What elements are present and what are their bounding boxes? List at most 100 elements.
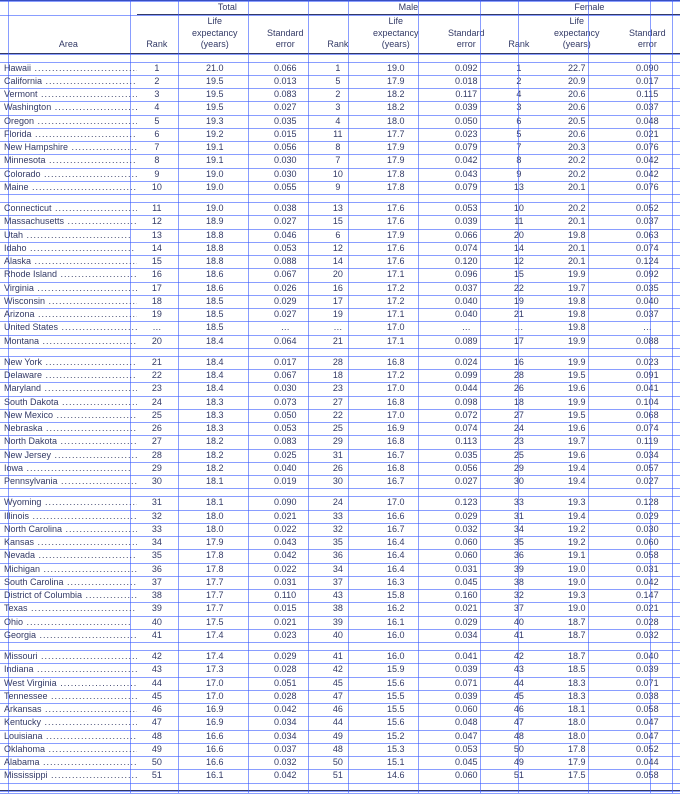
cell-area: Arkansas ..............................	[0, 703, 137, 716]
cell-area: South Dakota ...........................…	[0, 396, 137, 409]
cell-me: 0.041	[434, 650, 499, 663]
leader-dots: ..............................	[29, 511, 137, 521]
cell-tr: 33	[137, 523, 177, 536]
leader-dots: ..............................	[42, 357, 137, 367]
cell-area: Alaska ..............................	[0, 255, 137, 268]
cell-fv: 19.9	[539, 268, 615, 281]
leader-dots: ..............................	[43, 423, 137, 433]
cell-fr: 37	[499, 602, 539, 615]
cell-tv: 18.2	[177, 449, 253, 462]
table-row: New Mexico .............................…	[0, 409, 680, 422]
cell-fe: 0.017	[615, 75, 680, 88]
cell-tv: 17.8	[177, 563, 253, 576]
cell-fv: 20.6	[539, 88, 615, 101]
cell-tv: 18.4	[177, 356, 253, 369]
cell-area: New York ..............................	[0, 356, 137, 369]
cell-te: 0.056	[253, 141, 318, 154]
cell-tv: 18.2	[177, 462, 253, 475]
cell-tr: 6	[137, 128, 177, 141]
cell-fr: 39	[499, 563, 539, 576]
cell-tv: 17.8	[177, 549, 253, 562]
cell-te: 0.050	[253, 409, 318, 422]
cell-fe: 0.074	[615, 422, 680, 435]
leader-dots: ..............................	[40, 564, 137, 574]
area-name: Pennsylvania	[4, 476, 58, 486]
leader-dots: ..............................	[57, 269, 137, 279]
cell-tr: 45	[137, 690, 177, 703]
table-row: Louisiana ..............................…	[0, 730, 680, 743]
cell-fr: 19	[499, 295, 539, 308]
cell-te: 0.017	[253, 356, 318, 369]
cell-mr: 5	[318, 75, 358, 88]
area-name: North Dakota	[4, 436, 57, 446]
cell-fv: 17.9	[539, 756, 615, 769]
table-row: Delaware ..............................2…	[0, 369, 680, 382]
cell-mv: 16.8	[358, 356, 434, 369]
cell-tr: 26	[137, 422, 177, 435]
leader-dots: ..............................	[40, 757, 137, 767]
cell-fr: 17	[499, 335, 539, 348]
cell-mr: 51	[318, 769, 358, 782]
cell-te: 0.043	[253, 536, 318, 549]
area-name: Oregon	[4, 116, 34, 126]
cell-te: 0.067	[253, 369, 318, 382]
cell-mr: 40	[318, 629, 358, 642]
cell-fe: 0.039	[615, 663, 680, 676]
area-name: Minnesota	[4, 155, 46, 165]
cell-tr: 32	[137, 510, 177, 523]
cell-mv: 17.8	[358, 181, 434, 194]
cell-mr: 43	[318, 589, 358, 602]
cell-me: 0.031	[434, 563, 499, 576]
leader-dots: ..............................	[41, 497, 136, 507]
area-name: New Mexico	[4, 410, 53, 420]
cell-area: Connecticut ............................…	[0, 202, 137, 215]
cell-mv: 17.6	[358, 242, 434, 255]
cell-mv: 17.1	[358, 308, 434, 321]
cell-area: Texas ..............................	[0, 602, 137, 615]
cell-tv: 18.8	[177, 229, 253, 242]
cell-fr: 24	[499, 422, 539, 435]
col-rank-m: Rank	[318, 15, 358, 54]
table-row: West Virginia ..........................…	[0, 677, 680, 690]
cell-te: 0.040	[253, 462, 318, 475]
cell-te: 0.088	[253, 255, 318, 268]
life-expectancy-table: Area Total Male Female Rank Lifeexpectan…	[0, 0, 680, 793]
cell-fe: 0.147	[615, 589, 680, 602]
area-name: Kansas	[4, 537, 34, 547]
cell-mr: 49	[318, 730, 358, 743]
table-row: Wyoming ..............................31…	[0, 496, 680, 509]
area-name: Nebraska	[4, 423, 43, 433]
table-row: Maine ..............................1019…	[0, 181, 680, 194]
cell-fe: 0.021	[615, 128, 680, 141]
cell-fv: 17.8	[539, 743, 615, 756]
cell-me: 0.037	[434, 282, 499, 295]
cell-mr: 1	[318, 62, 358, 75]
table-row: United States ..........................…	[0, 321, 680, 334]
cell-me: 0.029	[434, 510, 499, 523]
cell-fe: 0.023	[615, 356, 680, 369]
cell-tv: 18.0	[177, 510, 253, 523]
cell-area: New Hampshire ..........................…	[0, 141, 137, 154]
cell-tv: 18.3	[177, 422, 253, 435]
cell-fv: 19.4	[539, 510, 615, 523]
cell-fv: 19.4	[539, 462, 615, 475]
cell-te: 0.027	[253, 308, 318, 321]
cell-fv: 19.7	[539, 435, 615, 448]
cell-mr: 48	[318, 743, 358, 756]
cell-fv: 19.1	[539, 549, 615, 562]
cell-fr: 22	[499, 282, 539, 295]
cell-fv: 18.0	[539, 730, 615, 743]
spacer-row	[0, 194, 680, 202]
table-row: Ohio ..............................4017.…	[0, 616, 680, 629]
cell-tv: 19.1	[177, 141, 253, 154]
cell-fe: 0.074	[615, 242, 680, 255]
cell-fv: 19.0	[539, 602, 615, 615]
cell-fe: 0.088	[615, 335, 680, 348]
cell-me: 0.039	[434, 101, 499, 114]
area-name: Nevada	[4, 550, 35, 560]
cell-fv: 20.6	[539, 128, 615, 141]
cell-mv: 16.8	[358, 462, 434, 475]
cell-me: 0.040	[434, 295, 499, 308]
cell-mv: 15.1	[358, 756, 434, 769]
cell-mv: 17.9	[358, 154, 434, 167]
